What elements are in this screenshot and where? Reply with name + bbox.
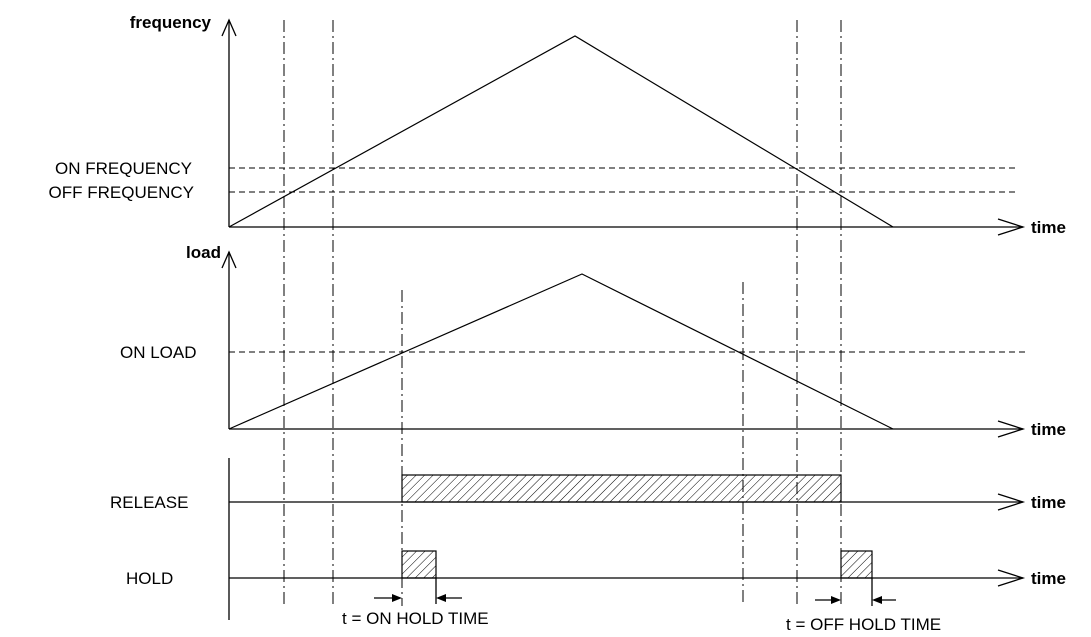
frequency-y-arrow-icon <box>221 18 237 37</box>
vertical-reference-lines <box>283 20 842 606</box>
hold-off-pulse <box>840 550 873 579</box>
hold-on-pulse <box>401 550 437 579</box>
load-axis-label: load <box>186 243 221 262</box>
hold-time-arrow-icon <box>997 569 1026 587</box>
frequency-time-arrow-icon <box>997 218 1026 236</box>
frequency-axis-label: frequency <box>130 13 212 32</box>
hold-label: HOLD <box>126 569 173 588</box>
off-frequency-label: OFF FREQUENCY <box>49 183 194 202</box>
off-hold-time-label: t = OFF HOLD TIME <box>786 615 941 632</box>
hold-time-label: time <box>1031 569 1066 588</box>
on-load-label: ON LOAD <box>120 343 197 362</box>
release-label: RELEASE <box>110 493 188 512</box>
load-panel: load time ON LOAD <box>120 243 1066 439</box>
load-time-label: time <box>1031 420 1066 439</box>
load-y-arrow-icon <box>221 250 237 269</box>
release-hold-panel: RELEASE time HOLD time t = ON HOLD TIME … <box>110 458 1066 634</box>
release-time-arrow-icon <box>997 493 1026 511</box>
release-active-bar <box>401 474 842 503</box>
frequency-curve <box>228 35 894 228</box>
off-hold-time-dimension <box>815 578 896 606</box>
load-curve <box>228 273 894 430</box>
release-time-label: time <box>1031 493 1066 512</box>
on-hold-time-label: t = ON HOLD TIME <box>342 609 489 628</box>
frequency-panel: frequency time ON FREQUENCY OFF FREQUENC… <box>49 13 1066 237</box>
frequency-time-label: time <box>1031 218 1066 237</box>
on-hold-time-dimension <box>374 578 462 604</box>
load-time-arrow-icon <box>997 420 1026 438</box>
on-frequency-label: ON FREQUENCY <box>55 159 192 178</box>
